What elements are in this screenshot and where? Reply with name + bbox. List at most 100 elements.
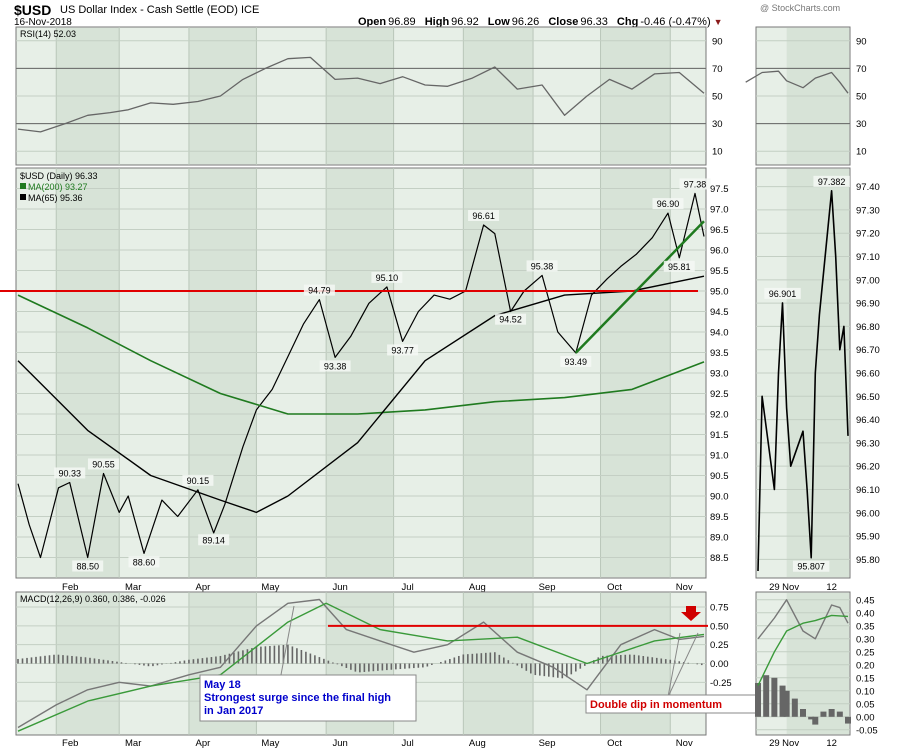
value-label-bg [128,556,160,568]
macd-histogram-bar [399,663,402,670]
macd-histogram-bar [498,654,501,664]
macd-histogram-bar [601,655,604,664]
value-label: 95.807 [797,562,825,572]
macd-histogram-bar [233,652,235,664]
series-line-ma-200- [17,294,705,415]
x-tick-label: Jul [402,582,414,593]
y-tick-label: -0.05 [856,725,878,736]
value-label: 97.38 [684,179,707,189]
value-label: 93.77 [391,345,414,355]
y-tick-label: 92.5 [710,389,729,400]
macd-histogram-bar [395,663,397,670]
macd-histogram-bar [183,660,186,664]
macd-histogram-bar [98,659,100,664]
y-tick-label: 91.5 [710,430,729,441]
macd-histogram-bar [107,660,109,664]
x-tick-label: Nov [782,582,799,593]
macd-zoom-histogram-bar [828,709,835,717]
macd-histogram-bar [66,655,69,664]
value-label: 90.15 [187,476,210,486]
macd-histogram-bar [251,648,253,664]
y-tick-label: 95.5 [710,266,729,277]
macd-histogram-bar [345,663,348,668]
macd-histogram-bar [30,657,33,664]
value-label-bg [371,271,403,283]
low-value: 96.26 [511,16,540,28]
value-label: 88.50 [76,562,99,572]
y-tick-label: 96.30 [856,438,880,449]
rsi-line [17,56,705,133]
value-label: 95.10 [376,273,399,283]
macd-histogram-bar [39,656,42,664]
macd-histogram-bar [507,660,510,664]
value-label: 94.52 [499,315,522,325]
macd-zoom-histogram-bar [808,716,815,720]
value-label: 96.901 [769,289,797,299]
macd-histogram-bar [521,663,523,669]
macd-histogram-bar [619,655,622,664]
x-tick-label: Jun [332,582,347,593]
macd-histogram-bar [386,663,388,671]
macd-histogram-bar [305,651,307,664]
y-tick-label: 0.10 [856,686,875,697]
x-tick-label: May [261,582,279,593]
macd-histogram-bar [413,663,415,669]
y-tick-label: 94.5 [710,307,729,318]
y-tick-label: 0.45 [856,595,875,606]
macd-histogram-bar [26,657,28,664]
macd-histogram-bar [471,653,474,664]
x-tick-label: Jul [402,738,414,749]
y-tick-label: 96.5 [710,225,729,236]
series-line--usd-daily- [17,192,705,559]
macd-histogram-bar [89,657,91,664]
stockcharts-logo: @ StockCharts.com [760,3,841,13]
macd-histogram-bar [192,659,195,664]
legend-ma200-swatch [20,183,26,189]
x-tick-label: Nov [676,582,693,593]
macd-histogram-bar [138,663,141,665]
macd-histogram-bar [291,646,294,664]
chart-date: 16-Nov-2018 [14,17,72,28]
x-tick-label: Nov [782,738,799,749]
macd-histogram-bar [44,655,46,664]
macd-histogram-bar [444,660,447,664]
macd-histogram-bar [534,663,537,676]
macd-histogram-bar [323,658,325,664]
macd-histogram-bar [377,663,379,671]
chg-label: Chg [616,16,639,28]
macd-zoom-histogram-bar [800,709,806,717]
macd-histogram-bar [669,659,672,664]
macd-histogram-bar [246,649,249,664]
open-value: 96.89 [388,16,416,28]
y-tick-label: 96.20 [856,462,880,473]
y-tick-label: 96.50 [856,392,880,403]
value-label: 95.38 [531,261,554,271]
macd-histogram-bar [170,662,172,664]
macd-histogram-bar [467,654,469,664]
value-label-bg [679,178,711,190]
y-tick-label: 90.5 [710,471,729,482]
macd-histogram-bar [525,663,528,671]
x-tick-label: Aug [469,738,486,749]
macd-zoom-histogram-bar [836,711,843,717]
macd-histogram-bar [583,663,586,666]
y-tick-label: 96.70 [856,345,880,356]
x-tick-label: Feb [62,738,78,749]
y-tick-label: 97.30 [856,205,880,216]
y-tick-label: 88.5 [710,553,729,564]
macd-histogram-bar [215,656,217,664]
legend-ma200: MA(200) 93.27 [28,182,88,192]
uptrend-line [574,220,705,354]
value-label: 93.38 [324,361,347,371]
high-value: 96.92 [451,16,479,28]
macd-histogram-bar [228,653,231,664]
macd-legend: MACD(12,26,9) 0.360, 0.386, -0.026 [20,594,166,604]
macd-histogram-bar [417,663,420,668]
value-label: 96.61 [472,211,495,221]
value-label: 95.81 [668,262,691,272]
macd-histogram-bar [606,655,609,664]
x-tick-label: Oct [607,582,622,593]
price-zoom-line [757,190,849,572]
high-label: High [424,16,450,28]
